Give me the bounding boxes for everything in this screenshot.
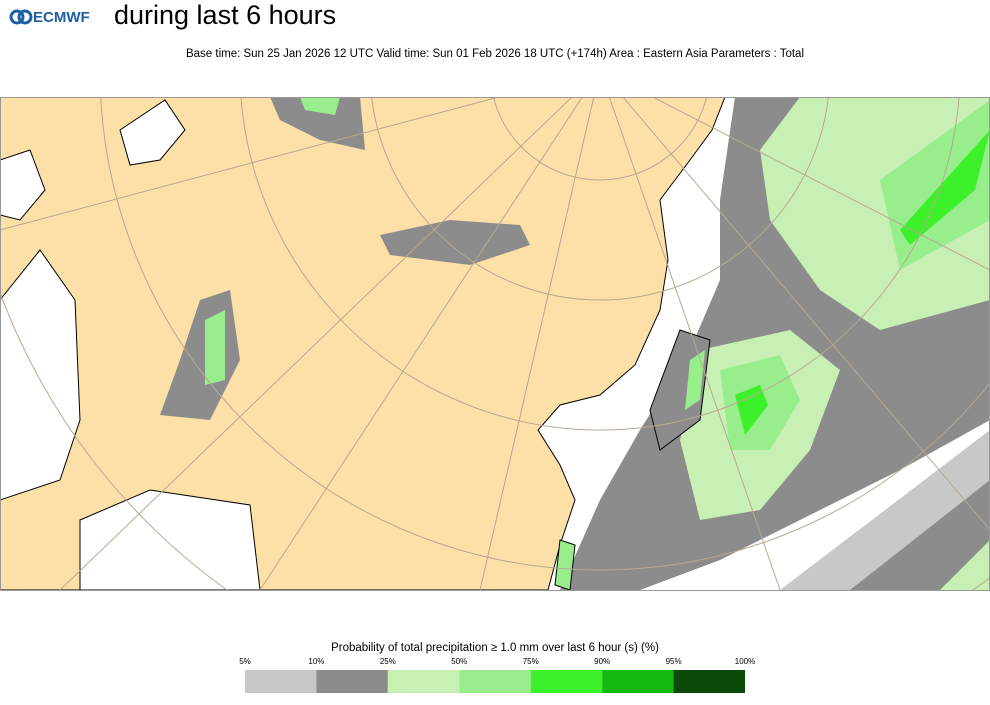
colorbar-segment xyxy=(387,670,460,693)
colorbar-segment xyxy=(316,670,388,693)
colorbar-segment xyxy=(673,670,745,693)
colorbar-tick-label: 50% xyxy=(451,657,467,666)
colorbar-segment xyxy=(530,670,603,693)
title: during last 6 hours xyxy=(114,0,336,30)
colorbar-tick-label: 25% xyxy=(380,657,396,666)
subtitle: Base time: Sun 25 Jan 2026 12 UTC Valid … xyxy=(186,48,804,60)
logo-text: ECMWF xyxy=(33,9,90,26)
colorbar-tick-label: 5% xyxy=(239,657,251,666)
colorbar-segment xyxy=(459,670,531,693)
colorbar-tick-label: 90% xyxy=(594,657,610,666)
legend-title: Probability of total precipitation ≥ 1.0… xyxy=(331,642,659,654)
logo: ECMWF xyxy=(9,9,90,26)
colorbar-tick-label: 100% xyxy=(735,657,755,666)
colorbar-segment xyxy=(602,670,674,693)
colorbar-segment xyxy=(245,670,317,693)
colorbar-tick-label: 10% xyxy=(308,657,324,666)
colorbar-tick-label: 75% xyxy=(523,657,539,666)
colorbar-tick-label: 95% xyxy=(666,657,682,666)
colorbar: 5% 10% 25% 50% 75% 90% 95% 100% xyxy=(239,657,755,693)
